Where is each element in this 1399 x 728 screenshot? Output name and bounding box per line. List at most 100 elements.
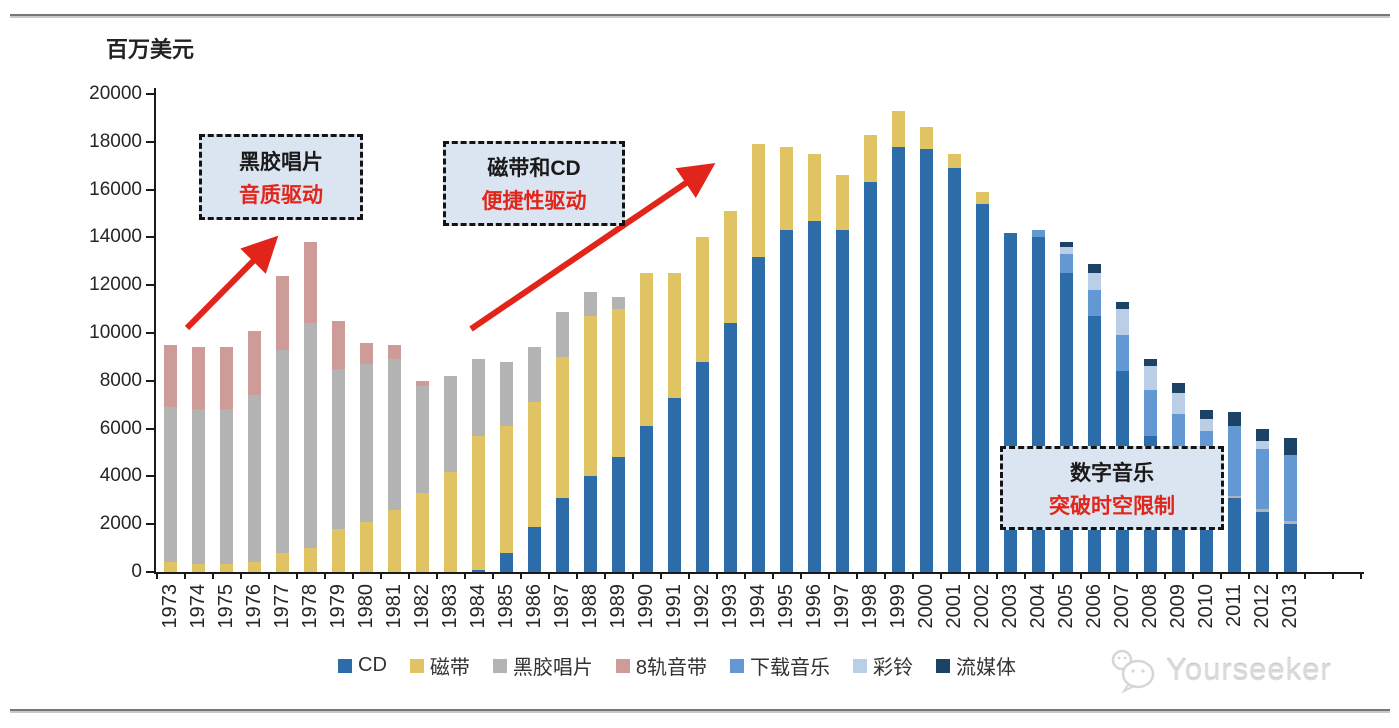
bar-1992 [695, 237, 709, 572]
bar-segment-彩铃 [1115, 309, 1129, 336]
x-tick [352, 572, 354, 579]
bar-segment-流媒体 [1227, 411, 1241, 427]
annotation-digital: 数字音乐 突破时空限制 [1000, 446, 1224, 530]
y-tick-label-16000: 16000 [89, 178, 142, 200]
x-tick-label-1997: 1997 [831, 584, 853, 629]
bar-segment-流媒体 [1171, 383, 1185, 393]
bar-1982 [415, 380, 429, 572]
legend-item-彩铃: 彩铃 [853, 651, 913, 680]
x-tick-label-2009: 2009 [1167, 584, 1189, 629]
bar-segment-磁带 [191, 563, 205, 572]
y-tick [146, 475, 154, 478]
y-tick-label-14000: 14000 [89, 226, 142, 248]
legend-swatch-下载音乐 [730, 658, 745, 673]
x-tick [1220, 572, 1222, 579]
yourseeker-logo-icon [1111, 649, 1155, 694]
bar-segment-黑胶唱片 [331, 368, 345, 529]
x-tick-label-1973: 1973 [159, 584, 181, 629]
legend-label-彩铃: 彩铃 [873, 657, 914, 679]
bar-segment-CD [891, 146, 905, 572]
bar-1976 [247, 330, 261, 572]
x-tick-label-2007: 2007 [1111, 584, 1133, 629]
bar-segment-磁带 [919, 127, 933, 149]
bar-segment-磁带 [303, 548, 317, 572]
x-tick-label-1988: 1988 [579, 584, 601, 629]
bar-segment-流媒体 [1143, 359, 1157, 367]
x-tick-label-1998: 1998 [859, 584, 881, 629]
x-tick [1304, 572, 1306, 579]
y-axis-line [154, 88, 156, 574]
y-tick [146, 332, 154, 334]
bar-segment-8轨音带 [191, 347, 205, 410]
legend-item-流媒体: 流媒体 [936, 651, 1016, 680]
bar-1996 [807, 153, 821, 572]
bar-1999 [891, 110, 905, 572]
x-tick-label-1990: 1990 [635, 584, 657, 629]
x-tick-label-2002: 2002 [971, 584, 993, 629]
bar-1987 [555, 311, 569, 572]
bar-segment-下载音乐 [1115, 335, 1129, 372]
bar-segment-CD [499, 552, 513, 572]
bar-segment-磁带 [835, 175, 849, 231]
x-tick-label-1978: 1978 [299, 584, 321, 629]
bar-segment-流媒体 [1115, 301, 1129, 310]
x-tick-label-1993: 1993 [719, 584, 741, 629]
x-tick [1192, 572, 1194, 579]
bar-segment-CD [471, 569, 485, 572]
legend-swatch-磁带 [409, 658, 424, 673]
bar-segment-CD [583, 476, 597, 572]
x-tick [324, 572, 326, 579]
x-tick-label-2000: 2000 [915, 584, 937, 629]
x-tick-label-2008: 2008 [1139, 584, 1161, 629]
bar-segment-磁带 [695, 237, 709, 362]
annotation-vinyl: 黑胶唱片 音质驱动 [199, 134, 363, 220]
x-tick-label-1977: 1977 [271, 584, 293, 629]
bar-segment-下载音乐 [1143, 390, 1157, 436]
bar-segment-彩铃 [1143, 366, 1157, 391]
watermark: Yourseeker [1108, 645, 1332, 695]
x-tick-label-1996: 1996 [803, 584, 825, 629]
y-tick [146, 427, 154, 430]
x-tick [604, 572, 606, 579]
y-tick [146, 93, 154, 95]
x-tick-label-1992: 1992 [691, 584, 713, 629]
x-tick [184, 572, 186, 579]
y-tick-label-0: 0 [131, 561, 142, 582]
bar-segment-CD [835, 230, 849, 572]
bar-1990 [639, 273, 653, 572]
bar-segment-磁带 [415, 493, 429, 572]
bar-segment-CD [695, 361, 709, 572]
y-tick-label-4000: 4000 [99, 465, 142, 487]
bar-segment-磁带 [639, 273, 653, 427]
x-tick [492, 572, 494, 579]
legend-swatch-黑胶唱片 [492, 658, 507, 673]
x-tick [940, 572, 942, 579]
bar-1980 [359, 342, 373, 572]
x-tick-label-1975: 1975 [215, 584, 237, 629]
bar-segment-磁带 [947, 153, 961, 169]
bar-segment-磁带 [163, 562, 177, 572]
bar-1985 [499, 361, 513, 572]
x-tick [1164, 572, 1166, 579]
x-tick [1108, 572, 1110, 579]
bar-segment-黑胶唱片 [219, 409, 233, 564]
bar-segment-黑胶唱片 [555, 311, 569, 357]
bar-segment-下载音乐 [1031, 230, 1045, 238]
bar-segment-磁带 [723, 211, 737, 324]
bar-segment-黑胶唱片 [387, 359, 401, 510]
bar-segment-CD [527, 526, 541, 572]
annotation-cassette-cd-subtitle: 便捷性驱动 [481, 190, 587, 213]
bar-segment-磁带 [499, 426, 513, 553]
bar-segment-彩铃 [1171, 392, 1185, 415]
legend-swatch-CD [338, 658, 352, 673]
bar-1984 [471, 359, 485, 572]
bar-1974 [191, 347, 205, 572]
top-rule [10, 14, 1390, 18]
x-tick-label-2013: 2013 [1279, 584, 1301, 629]
bar-segment-CD [611, 457, 625, 572]
bar-segment-黑胶唱片 [527, 347, 541, 403]
legend-label-磁带: 磁带 [429, 657, 470, 679]
bar-segment-8轨音带 [331, 321, 345, 369]
bar-segment-黑胶唱片 [499, 361, 513, 427]
